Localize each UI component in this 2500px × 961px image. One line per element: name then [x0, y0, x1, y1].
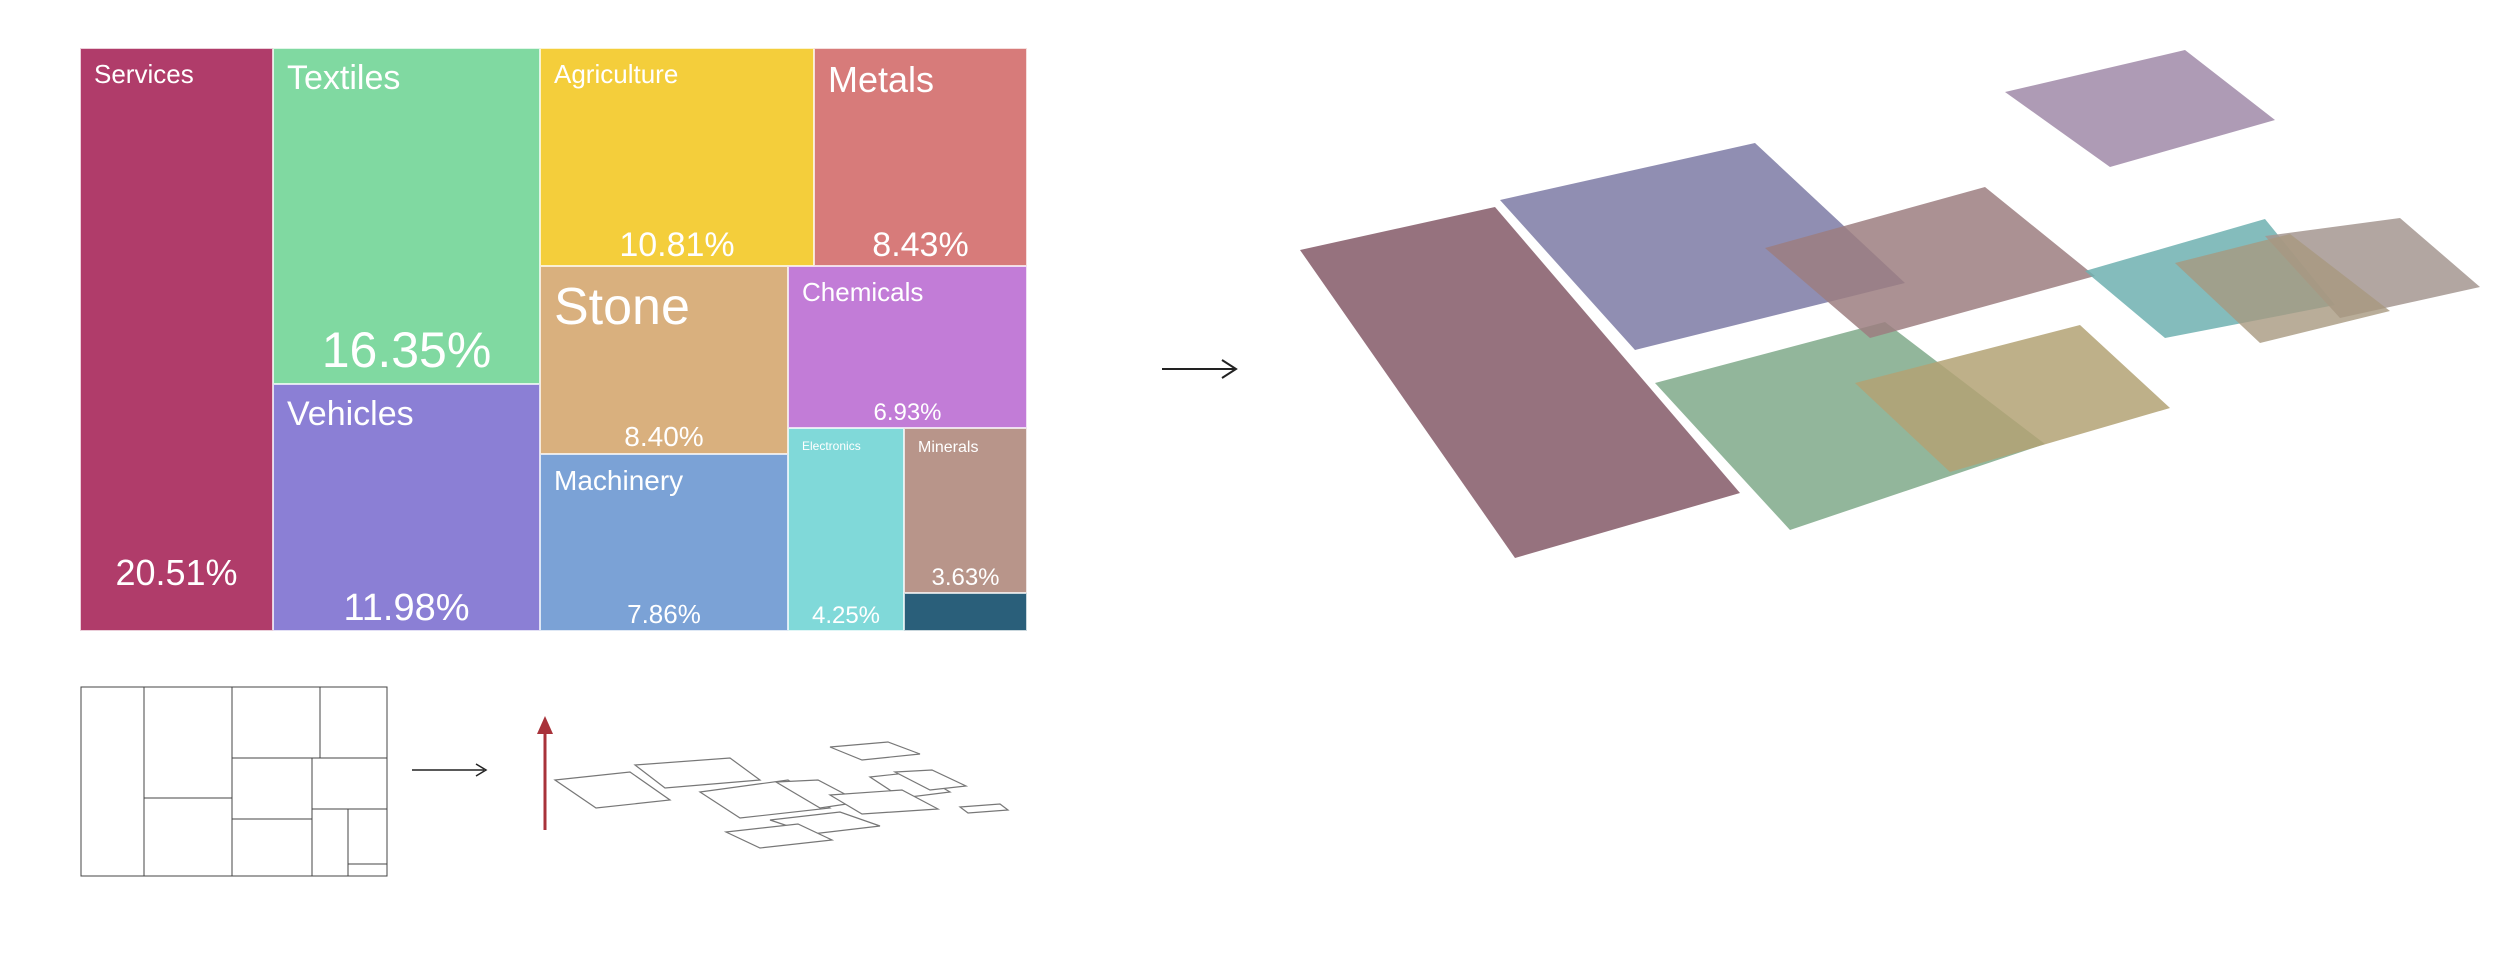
- cell-value-electronics: 4.25%: [789, 602, 903, 630]
- treemap-cell-agriculture: Agriculture 10.81%: [540, 48, 814, 266]
- treemap-outline-sketch: [80, 686, 390, 881]
- cell-value-machinery: 7.86%: [541, 599, 787, 630]
- cell-label-chemicals: Chemicals: [802, 277, 923, 308]
- cell-label-services: Services: [94, 59, 194, 90]
- treemap-cell-vehicles: Vehicles 11.98%: [273, 384, 540, 631]
- cell-value-minerals: 3.63%: [905, 564, 1026, 592]
- cell-value-chemicals: 6.93%: [789, 399, 1026, 427]
- cell-label-metals: Metals: [828, 59, 934, 101]
- small-arrow-icon: [410, 760, 490, 780]
- cell-value-agriculture: 10.81%: [541, 226, 813, 265]
- cell-value-vehicles: 11.98%: [274, 587, 539, 630]
- transform-arrow-icon: [1160, 354, 1240, 384]
- treemap-cell-other: [904, 593, 1027, 631]
- treemap-chart: Services 20.51% Textiles 16.35% Vehicles…: [80, 48, 1027, 631]
- treemap-cell-stone: Stone 8.40%: [540, 266, 788, 454]
- treemap-cell-metals: Metals 8.43%: [814, 48, 1027, 266]
- cell-value-services: 20.51%: [81, 552, 272, 594]
- treemap-cell-services: Services 20.51%: [80, 48, 273, 631]
- cell-label-minerals: Minerals: [918, 439, 978, 457]
- cell-label-textiles: Textiles: [287, 59, 400, 98]
- cell-label-stone: Stone: [554, 277, 690, 337]
- cell-value-stone: 8.40%: [541, 421, 787, 453]
- cell-label-machinery: Machinery: [554, 465, 683, 497]
- treemap-cell-textiles: Textiles 16.35%: [273, 48, 540, 384]
- cell-value-metals: 8.43%: [815, 226, 1026, 265]
- isometric-outline-sketch: [530, 710, 1040, 860]
- treemap-cell-electronics: Electronics 4.25%: [788, 428, 904, 631]
- cell-label-agriculture: Agriculture: [554, 59, 678, 90]
- treemap-cell-chemicals: Chemicals 6.93%: [788, 266, 1027, 428]
- plane-metals: [2005, 50, 2275, 167]
- cell-label-vehicles: Vehicles: [287, 395, 414, 434]
- treemap-cell-machinery: Machinery 7.86%: [540, 454, 788, 631]
- cell-value-textiles: 16.35%: [274, 321, 539, 379]
- vertical-axis-arrowhead-icon: [537, 716, 553, 734]
- treemap-cell-minerals: Minerals 3.63%: [904, 428, 1027, 593]
- cell-label-electronics: Electronics: [802, 439, 861, 453]
- isometric-stacked-planes: [1290, 40, 2490, 580]
